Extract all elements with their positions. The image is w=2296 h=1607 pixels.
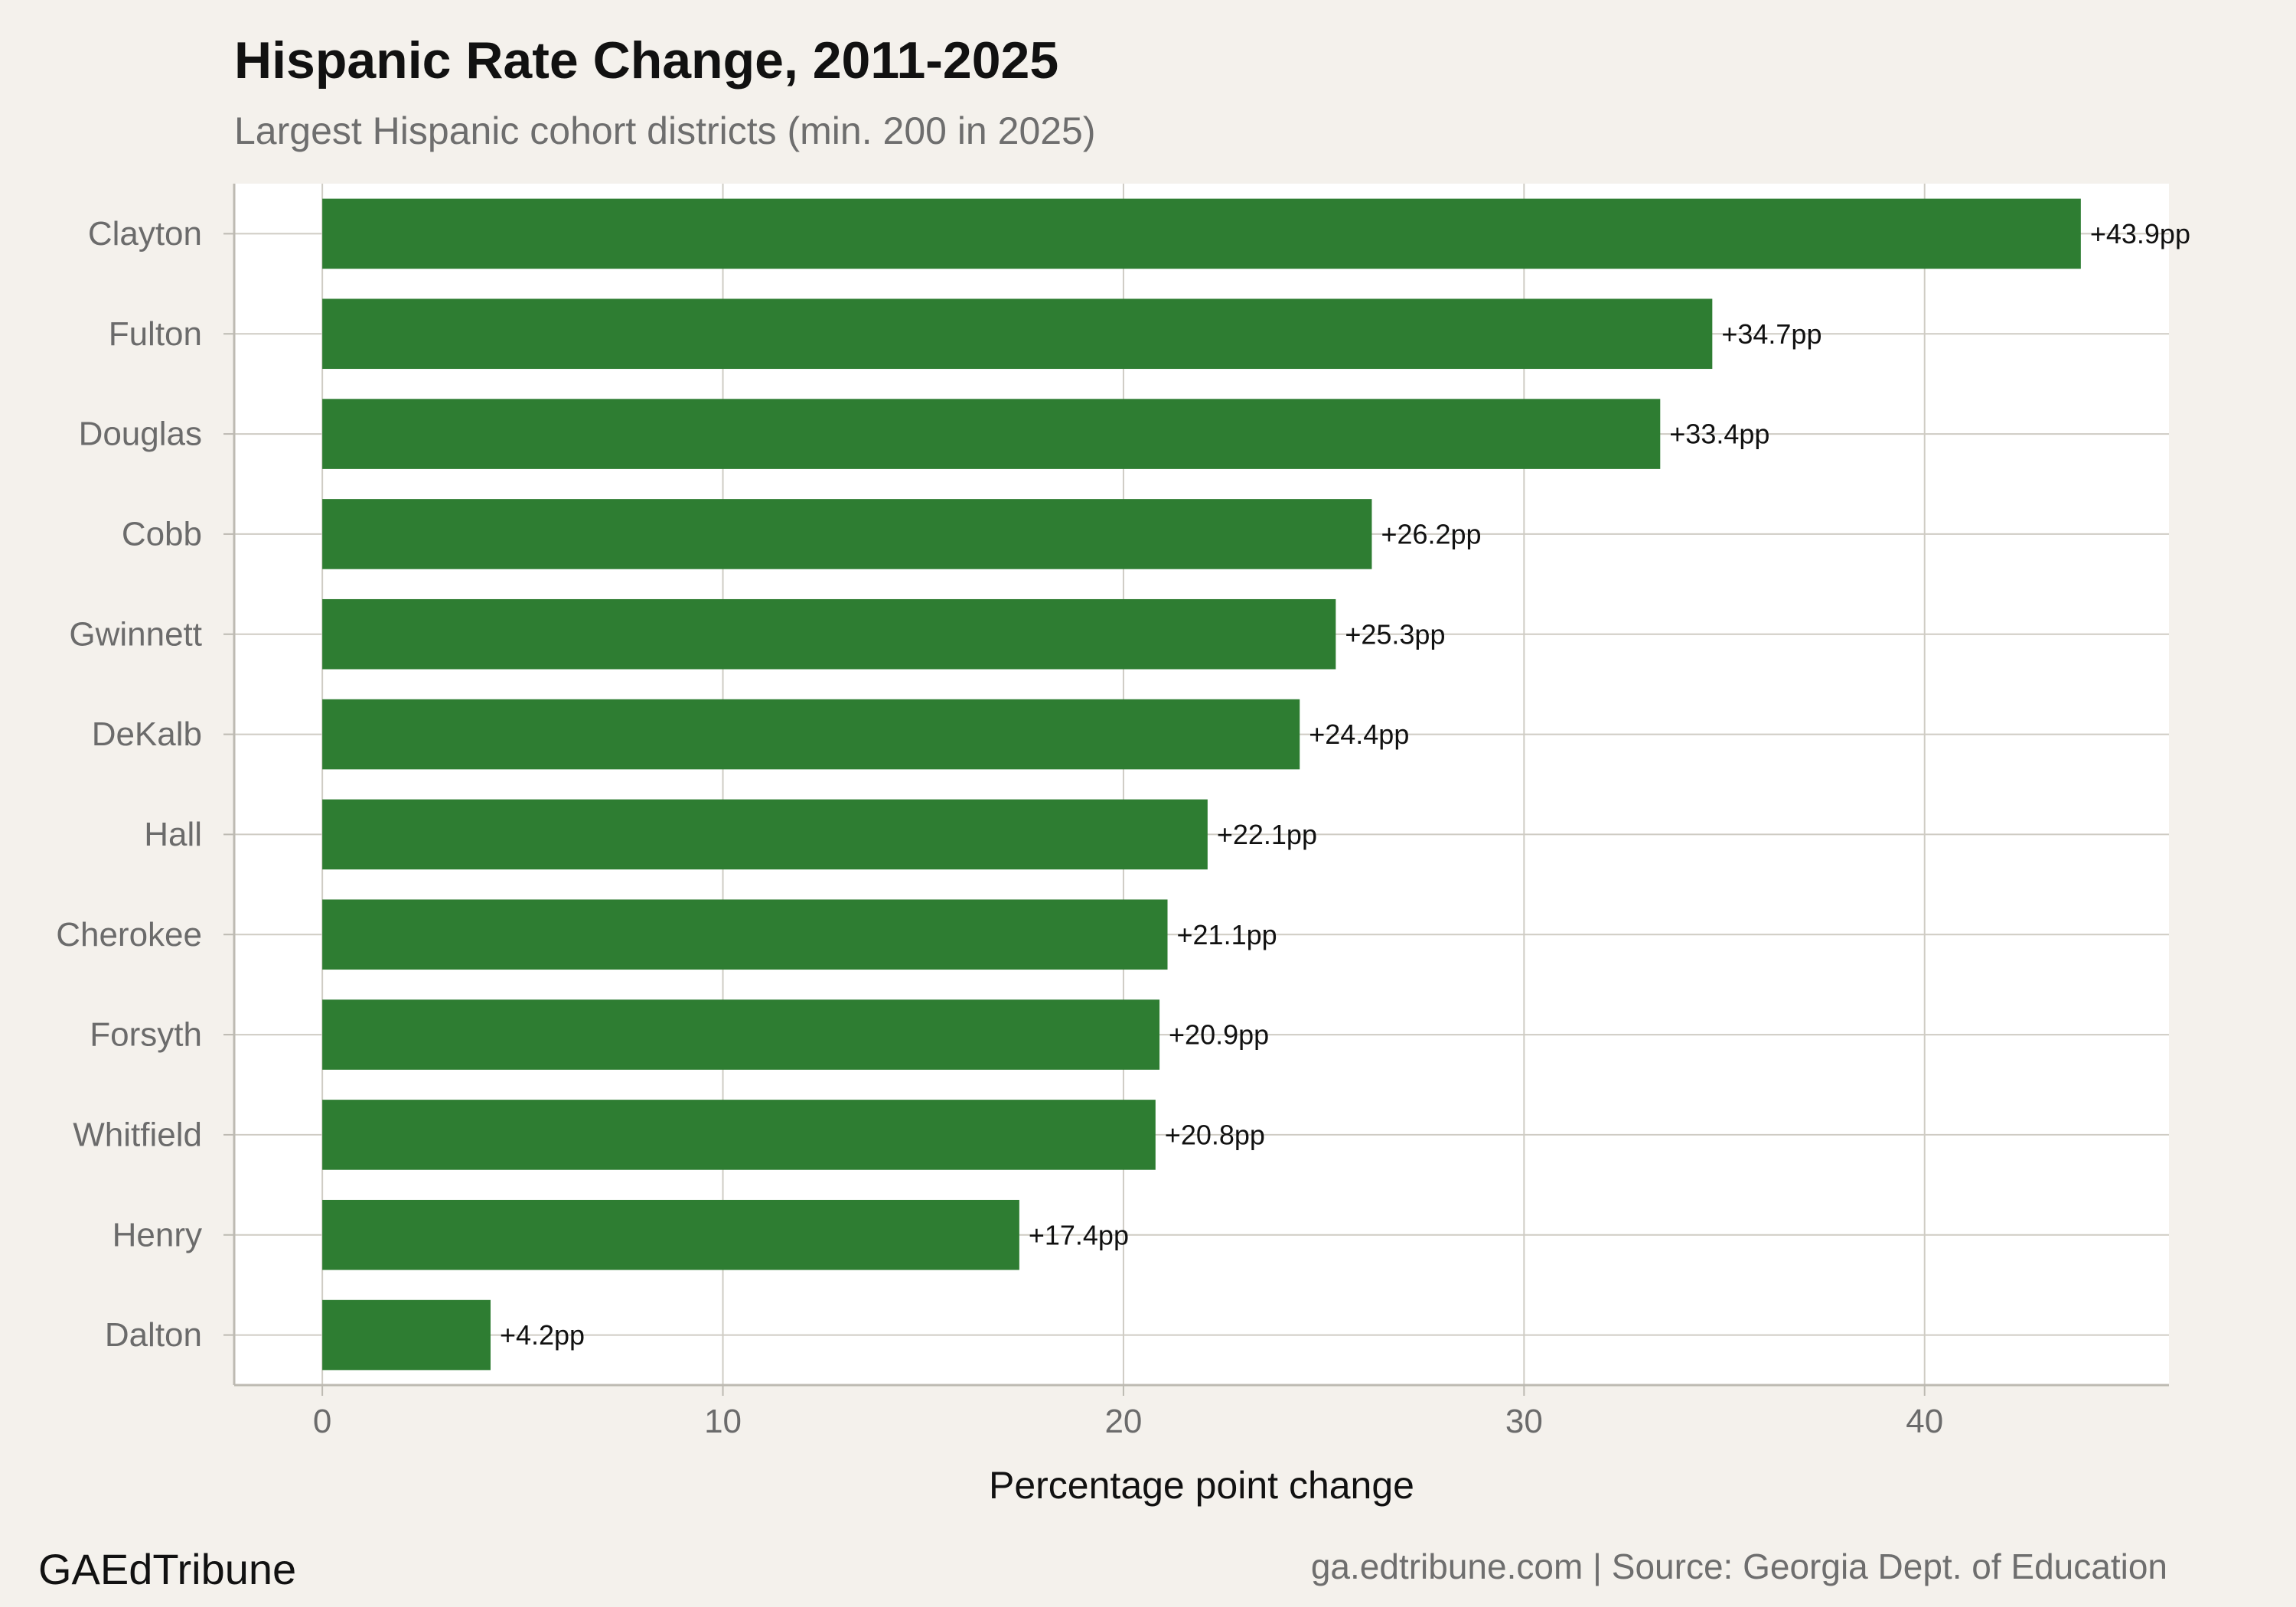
bar-clayton — [322, 198, 2081, 269]
category-label: Cherokee — [56, 916, 202, 953]
x-tick-label: 0 — [313, 1403, 331, 1440]
bar-hall — [322, 799, 1208, 870]
data-label: +34.7pp — [1721, 318, 1821, 350]
brand-name: GAEdTribune — [38, 1545, 297, 1593]
data-label: +22.1pp — [1217, 819, 1317, 850]
category-label: Clayton — [88, 215, 202, 253]
category-label: Douglas — [79, 416, 202, 453]
data-label: +33.4pp — [1669, 419, 1769, 450]
data-label: +20.9pp — [1169, 1019, 1269, 1051]
data-label: +43.9pp — [2090, 218, 2190, 249]
data-label: +26.2pp — [1381, 518, 1481, 549]
category-label: Forsyth — [90, 1016, 202, 1054]
bar-cherokee — [322, 899, 1168, 970]
chart-title: Hispanic Rate Change, 2011-2025 — [234, 31, 1059, 90]
bar-dekalb — [322, 699, 1300, 770]
x-tick-label: 20 — [1104, 1403, 1142, 1440]
data-label: +4.2pp — [500, 1319, 585, 1351]
bar-fulton — [322, 298, 1713, 370]
bar-henry — [322, 1199, 1019, 1270]
data-label: +21.1pp — [1177, 919, 1277, 950]
data-label: +20.8pp — [1165, 1119, 1265, 1150]
data-label: +17.4pp — [1029, 1219, 1129, 1250]
category-label: Hall — [144, 816, 202, 853]
bar-douglas — [322, 399, 1661, 469]
x-axis-title: Percentage point change — [989, 1464, 1414, 1507]
category-label: Whitfield — [73, 1116, 202, 1153]
source-note: ga.edtribune.com | Source: Georgia Dept.… — [1310, 1547, 2167, 1586]
category-label: Henry — [113, 1216, 202, 1253]
x-tick-label: 40 — [1906, 1403, 1943, 1440]
category-label: Dalton — [105, 1316, 202, 1354]
category-label: DeKalb — [92, 715, 202, 753]
bar-gwinnett — [322, 598, 1336, 670]
chart-subtitle: Largest Hispanic cohort districts (min. … — [234, 109, 1096, 152]
x-tick-label: 10 — [704, 1403, 742, 1440]
bar-whitfield — [322, 1100, 1156, 1170]
bar-forsyth — [322, 999, 1160, 1070]
category-label: Fulton — [109, 315, 202, 353]
data-label: +24.4pp — [1309, 719, 1409, 750]
data-label: +25.3pp — [1345, 618, 1445, 650]
plot-panel — [234, 184, 2169, 1385]
category-label: Gwinnett — [69, 615, 202, 653]
bar-cobb — [322, 499, 1372, 569]
category-label: Cobb — [122, 515, 202, 553]
bar-dalton — [322, 1299, 491, 1371]
x-tick-label: 30 — [1505, 1403, 1543, 1440]
